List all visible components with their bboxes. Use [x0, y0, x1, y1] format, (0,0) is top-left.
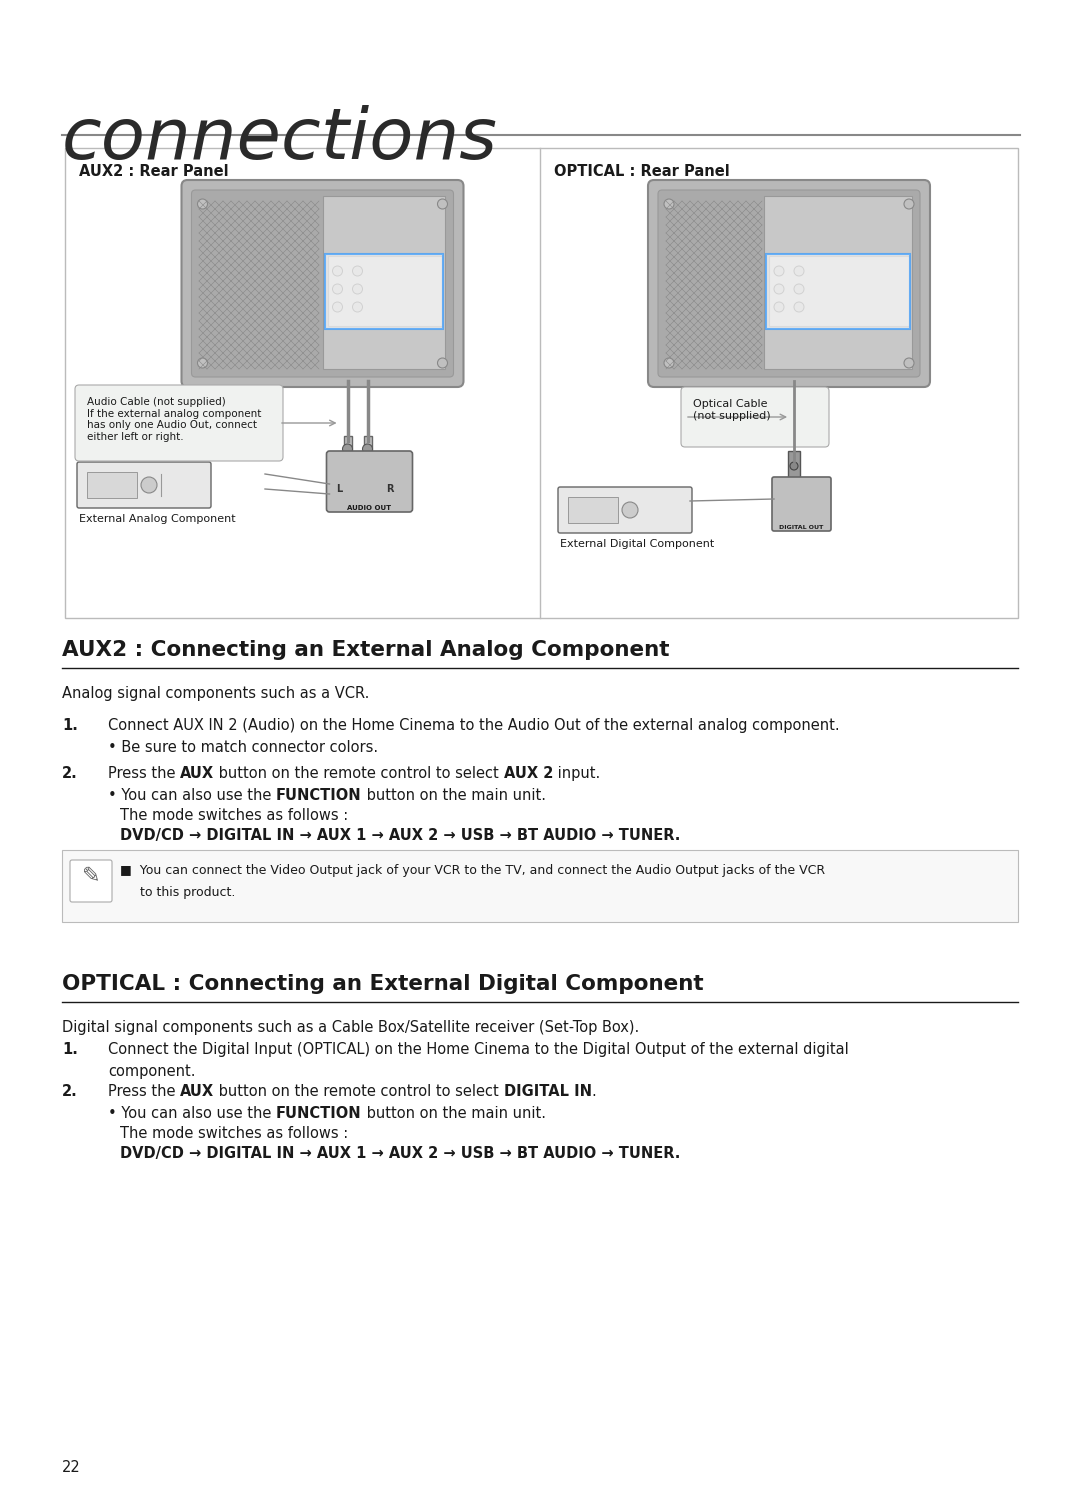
- Circle shape: [794, 301, 804, 312]
- Text: 1.: 1.: [62, 718, 78, 733]
- Text: AUX: AUX: [180, 765, 214, 780]
- Text: DIGITAL IN: DIGITAL IN: [503, 1085, 592, 1100]
- Circle shape: [198, 198, 207, 209]
- Bar: [323, 195, 445, 369]
- Text: Connect AUX IN 2 (Audio) on the Home Cinema to the Audio Out of the external ana: Connect AUX IN 2 (Audio) on the Home Cin…: [108, 718, 839, 733]
- Bar: [65, 148, 1018, 618]
- Bar: [62, 850, 1018, 922]
- FancyBboxPatch shape: [648, 181, 930, 386]
- Circle shape: [437, 198, 447, 209]
- Text: DIGITAL OUT: DIGITAL OUT: [779, 525, 823, 530]
- Bar: [766, 254, 910, 330]
- Bar: [769, 257, 909, 325]
- Circle shape: [333, 301, 342, 312]
- Text: • Be sure to match connector colors.: • Be sure to match connector colors.: [108, 740, 378, 755]
- FancyBboxPatch shape: [772, 477, 831, 531]
- Text: button on the main unit.: button on the main unit.: [362, 788, 545, 803]
- Text: ✎: ✎: [82, 865, 100, 886]
- FancyBboxPatch shape: [681, 386, 829, 448]
- Text: 22: 22: [62, 1461, 81, 1476]
- FancyBboxPatch shape: [77, 463, 211, 507]
- Text: OPTICAL : Rear Panel: OPTICAL : Rear Panel: [554, 164, 730, 179]
- Text: input.: input.: [553, 765, 600, 780]
- Text: Audio Cable (not supplied)
If the external analog component
has only one Audio O: Audio Cable (not supplied) If the extern…: [87, 397, 261, 442]
- Bar: [788, 451, 800, 479]
- Bar: [327, 257, 442, 325]
- Circle shape: [352, 301, 363, 312]
- Text: The mode switches as follows :: The mode switches as follows :: [120, 809, 348, 824]
- Circle shape: [198, 358, 207, 369]
- FancyBboxPatch shape: [558, 486, 692, 533]
- Circle shape: [774, 283, 784, 294]
- FancyBboxPatch shape: [181, 181, 463, 386]
- FancyBboxPatch shape: [326, 451, 413, 512]
- Text: The mode switches as follows :: The mode switches as follows :: [120, 1126, 348, 1141]
- Text: Press the: Press the: [108, 1085, 180, 1100]
- Text: DVD/CD → DIGITAL IN → AUX 1 → AUX 2 → USB → BT AUDIO → TUNER.: DVD/CD → DIGITAL IN → AUX 1 → AUX 2 → US…: [120, 828, 680, 843]
- Text: Connect the Digital Input (OPTICAL) on the Home Cinema to the Digital Output of : Connect the Digital Input (OPTICAL) on t…: [108, 1041, 849, 1056]
- Circle shape: [437, 358, 447, 369]
- Circle shape: [352, 283, 363, 294]
- Bar: [87, 471, 137, 498]
- Text: OPTICAL : Connecting an External Digital Component: OPTICAL : Connecting an External Digital…: [62, 974, 704, 994]
- Text: Digital signal components such as a Cable Box/Satellite receiver (Set-Top Box).: Digital signal components such as a Cabl…: [62, 1021, 639, 1035]
- Text: AUX2 : Rear Panel: AUX2 : Rear Panel: [79, 164, 229, 179]
- Text: R: R: [386, 483, 393, 494]
- Text: .: .: [592, 1085, 596, 1100]
- Circle shape: [352, 266, 363, 276]
- Text: FUNCTION: FUNCTION: [276, 1106, 362, 1120]
- Text: to this product.: to this product.: [120, 886, 235, 900]
- Text: button on the remote control to select: button on the remote control to select: [214, 765, 503, 780]
- Bar: [343, 436, 351, 454]
- Circle shape: [794, 266, 804, 276]
- Text: Analog signal components such as a VCR.: Analog signal components such as a VCR.: [62, 686, 369, 701]
- Circle shape: [904, 198, 914, 209]
- FancyBboxPatch shape: [75, 385, 283, 461]
- Circle shape: [774, 301, 784, 312]
- FancyBboxPatch shape: [191, 189, 454, 377]
- Bar: [364, 436, 372, 454]
- Text: button on the main unit.: button on the main unit.: [362, 1106, 545, 1120]
- Text: External Digital Component: External Digital Component: [561, 539, 714, 549]
- FancyBboxPatch shape: [70, 859, 112, 903]
- Text: • You can also use the: • You can also use the: [108, 788, 276, 803]
- Bar: [324, 254, 443, 330]
- Circle shape: [333, 266, 342, 276]
- Text: component.: component.: [108, 1064, 195, 1079]
- Text: connections: connections: [62, 104, 498, 175]
- Circle shape: [904, 358, 914, 369]
- Text: • You can also use the: • You can also use the: [108, 1106, 276, 1120]
- Text: AUX 2: AUX 2: [503, 765, 553, 780]
- Circle shape: [664, 358, 674, 369]
- Text: AUX: AUX: [180, 1085, 214, 1100]
- Circle shape: [141, 477, 157, 492]
- Circle shape: [664, 198, 674, 209]
- FancyBboxPatch shape: [658, 189, 920, 377]
- Bar: [764, 195, 912, 369]
- Text: DVD/CD → DIGITAL IN → AUX 1 → AUX 2 → USB → BT AUDIO → TUNER.: DVD/CD → DIGITAL IN → AUX 1 → AUX 2 → US…: [120, 1146, 680, 1161]
- Text: 2.: 2.: [62, 765, 78, 780]
- Text: AUDIO OUT: AUDIO OUT: [348, 504, 392, 510]
- Circle shape: [794, 283, 804, 294]
- Circle shape: [774, 266, 784, 276]
- Text: 2.: 2.: [62, 1085, 78, 1100]
- Text: Optical Cable
(not supplied): Optical Cable (not supplied): [693, 398, 771, 421]
- Circle shape: [363, 445, 373, 454]
- Circle shape: [342, 445, 352, 454]
- Circle shape: [789, 463, 798, 470]
- Text: AUX2 : Connecting an External Analog Component: AUX2 : Connecting an External Analog Com…: [62, 640, 670, 659]
- Text: External Analog Component: External Analog Component: [79, 515, 235, 524]
- Text: L: L: [336, 483, 342, 494]
- Text: Press the: Press the: [108, 765, 180, 780]
- Circle shape: [333, 283, 342, 294]
- Bar: [568, 497, 618, 524]
- Text: ■  You can connect the Video Output jack of your VCR to the TV, and connect the : ■ You can connect the Video Output jack …: [120, 864, 825, 877]
- Text: 1.: 1.: [62, 1041, 78, 1056]
- Text: FUNCTION: FUNCTION: [276, 788, 362, 803]
- Circle shape: [622, 501, 638, 518]
- Text: button on the remote control to select: button on the remote control to select: [214, 1085, 503, 1100]
